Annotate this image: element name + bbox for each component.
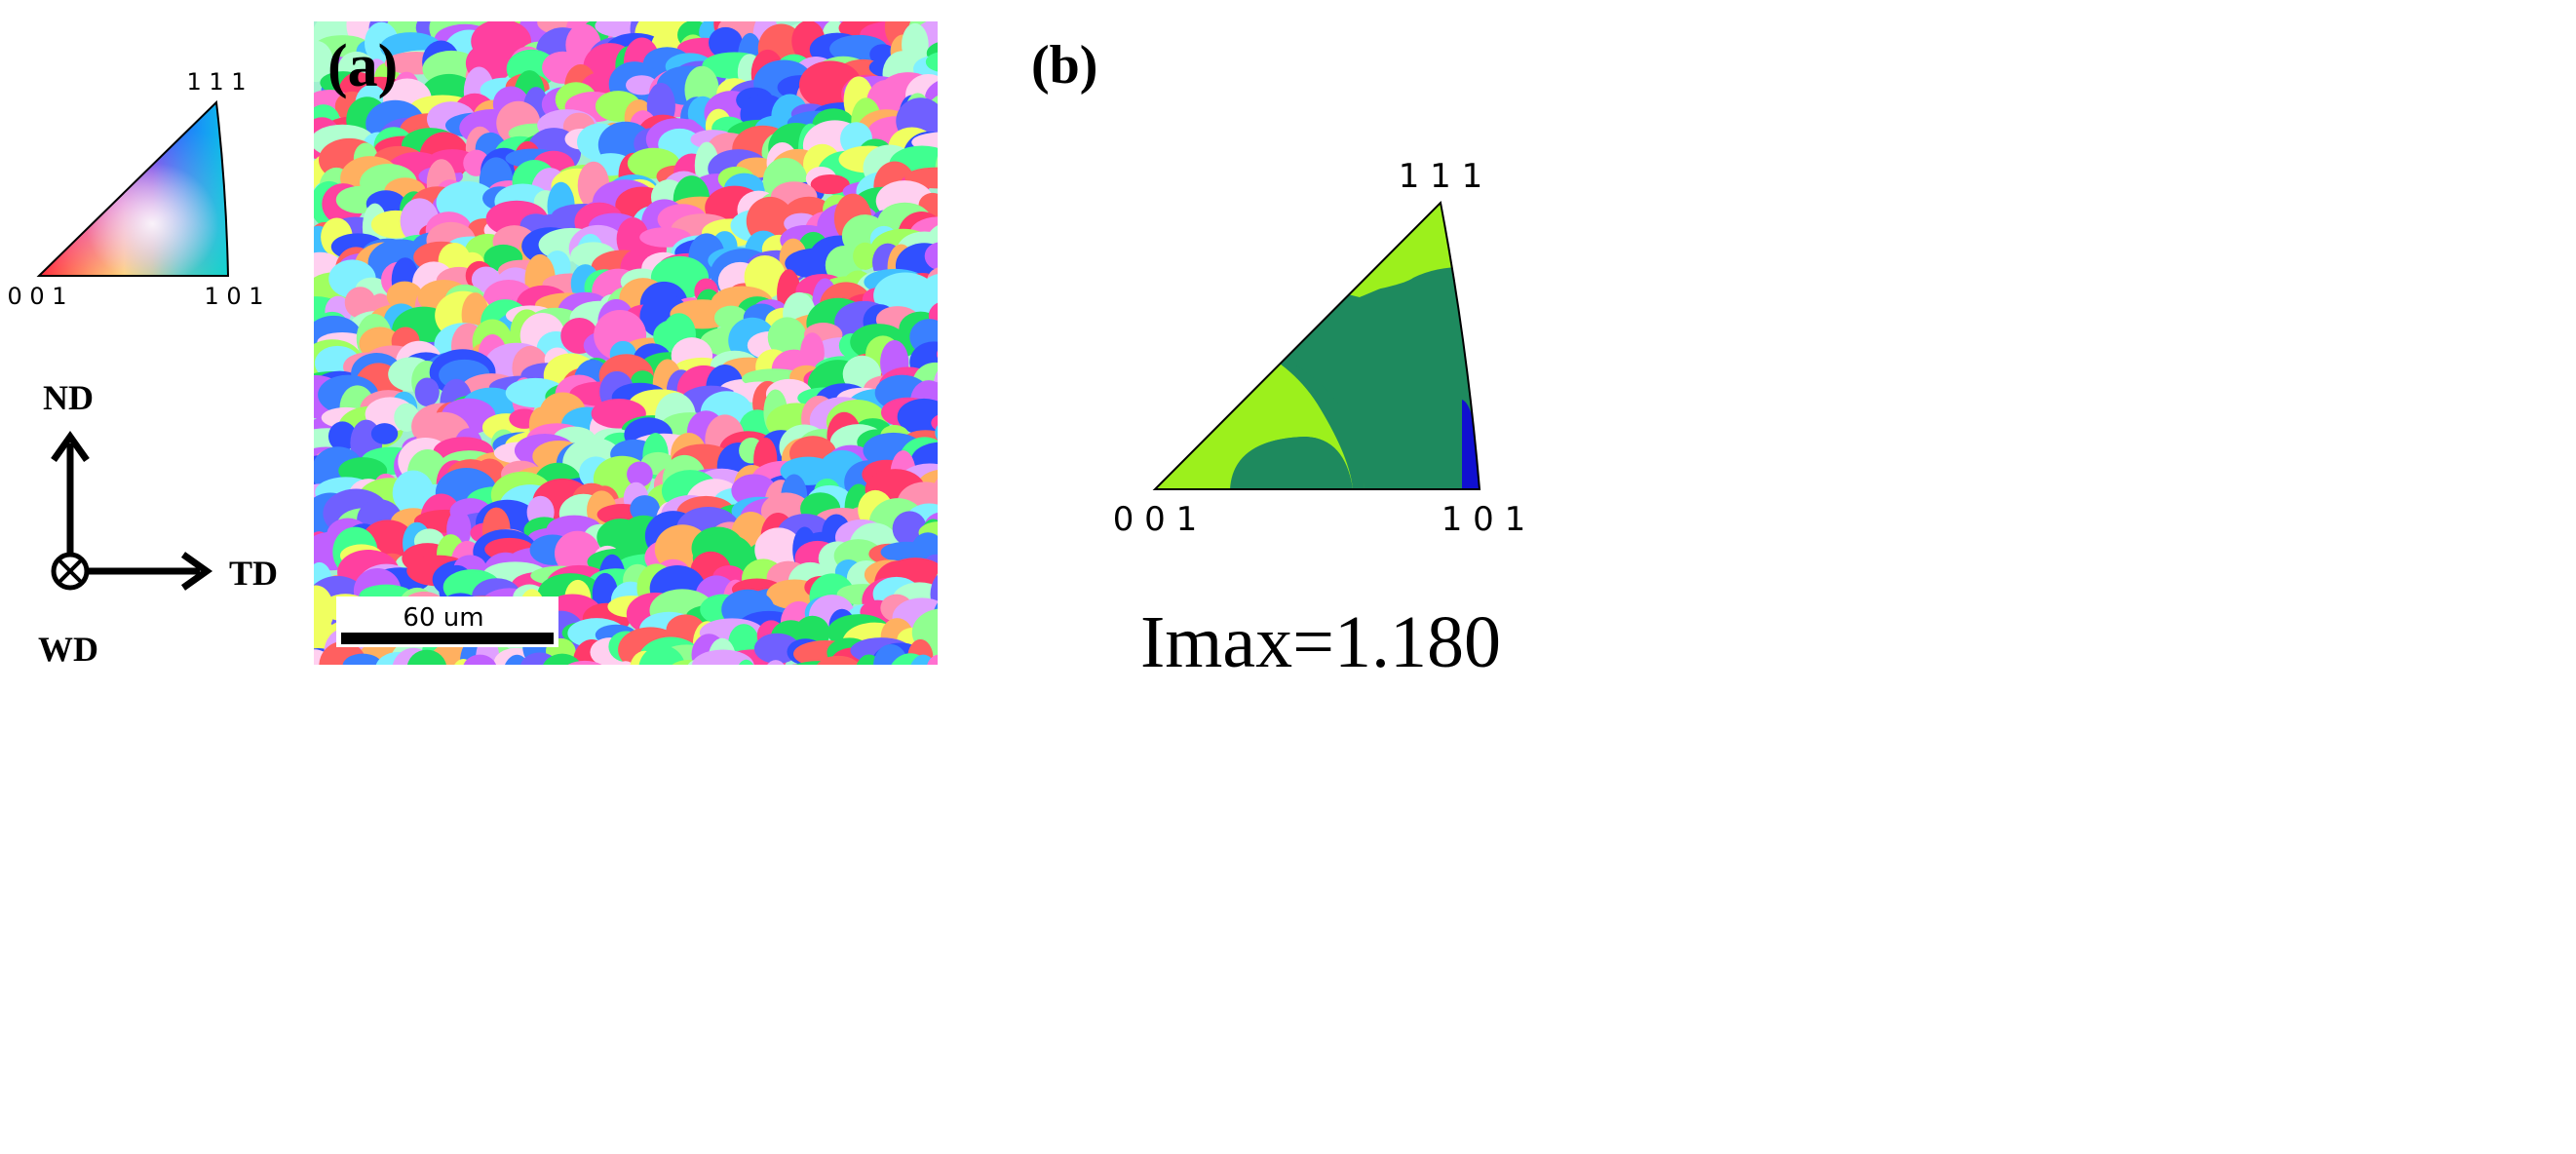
grain bbox=[935, 155, 938, 185]
grain bbox=[630, 495, 660, 522]
grain bbox=[817, 655, 861, 665]
grain bbox=[767, 317, 807, 358]
grain bbox=[370, 423, 399, 444]
key-label: 1 0 1 bbox=[204, 283, 263, 310]
inverse-pole-figure bbox=[1155, 203, 1480, 489]
grain bbox=[319, 640, 367, 665]
axis-label: WD bbox=[38, 630, 98, 669]
scale-bar bbox=[341, 633, 554, 644]
panel-label: (a) bbox=[327, 33, 398, 99]
grain bbox=[691, 649, 754, 665]
grain bbox=[791, 663, 821, 665]
grain bbox=[927, 654, 938, 665]
grain bbox=[939, 176, 968, 217]
grain bbox=[935, 573, 938, 586]
grain bbox=[941, 631, 969, 680]
ipf-outline bbox=[1152, 200, 1481, 490]
grain bbox=[934, 381, 938, 405]
imax-label: Imax=1.180 bbox=[1140, 601, 1501, 683]
scale-label: 60 um bbox=[403, 603, 483, 633]
grain bbox=[617, 661, 634, 665]
grain bbox=[414, 377, 440, 407]
grain bbox=[463, 654, 497, 665]
grain bbox=[924, 242, 938, 270]
grain bbox=[935, 425, 938, 441]
grain bbox=[873, 643, 908, 665]
key-label: 1 1 1 bbox=[186, 68, 246, 96]
grain bbox=[638, 645, 686, 665]
grain bbox=[708, 26, 743, 58]
grain bbox=[563, 665, 624, 701]
ipf-label: 1 1 1 bbox=[1399, 157, 1483, 196]
grain bbox=[627, 461, 653, 487]
axis-label: TD bbox=[229, 554, 278, 593]
grain bbox=[810, 174, 850, 195]
grain bbox=[738, 659, 754, 665]
grain bbox=[767, 660, 785, 665]
grain bbox=[672, 660, 705, 665]
grain bbox=[897, 398, 938, 436]
grain bbox=[925, 52, 938, 72]
grain bbox=[932, 344, 938, 360]
grain bbox=[327, 421, 357, 451]
ipf-label: 0 0 1 bbox=[1113, 500, 1198, 539]
grain bbox=[794, 661, 841, 665]
grain bbox=[567, 660, 602, 665]
grain bbox=[314, 40, 333, 83]
grain bbox=[933, 370, 938, 401]
grain bbox=[933, 602, 938, 630]
grain bbox=[853, 242, 878, 270]
grain bbox=[943, 105, 971, 142]
grain bbox=[386, 281, 423, 311]
panel-label: (b) bbox=[1031, 35, 1097, 96]
grain bbox=[543, 653, 582, 665]
axis-label: ND bbox=[43, 378, 94, 417]
ipf-label: 1 0 1 bbox=[1442, 500, 1526, 539]
grain bbox=[931, 414, 938, 432]
key-label: 0 0 1 bbox=[7, 283, 66, 310]
grain bbox=[406, 649, 446, 665]
color-key bbox=[36, 99, 230, 277]
grain bbox=[466, 673, 527, 693]
grain bbox=[936, 350, 938, 359]
grain bbox=[932, 478, 938, 506]
axes-symbol bbox=[51, 430, 213, 591]
grain bbox=[342, 653, 383, 665]
